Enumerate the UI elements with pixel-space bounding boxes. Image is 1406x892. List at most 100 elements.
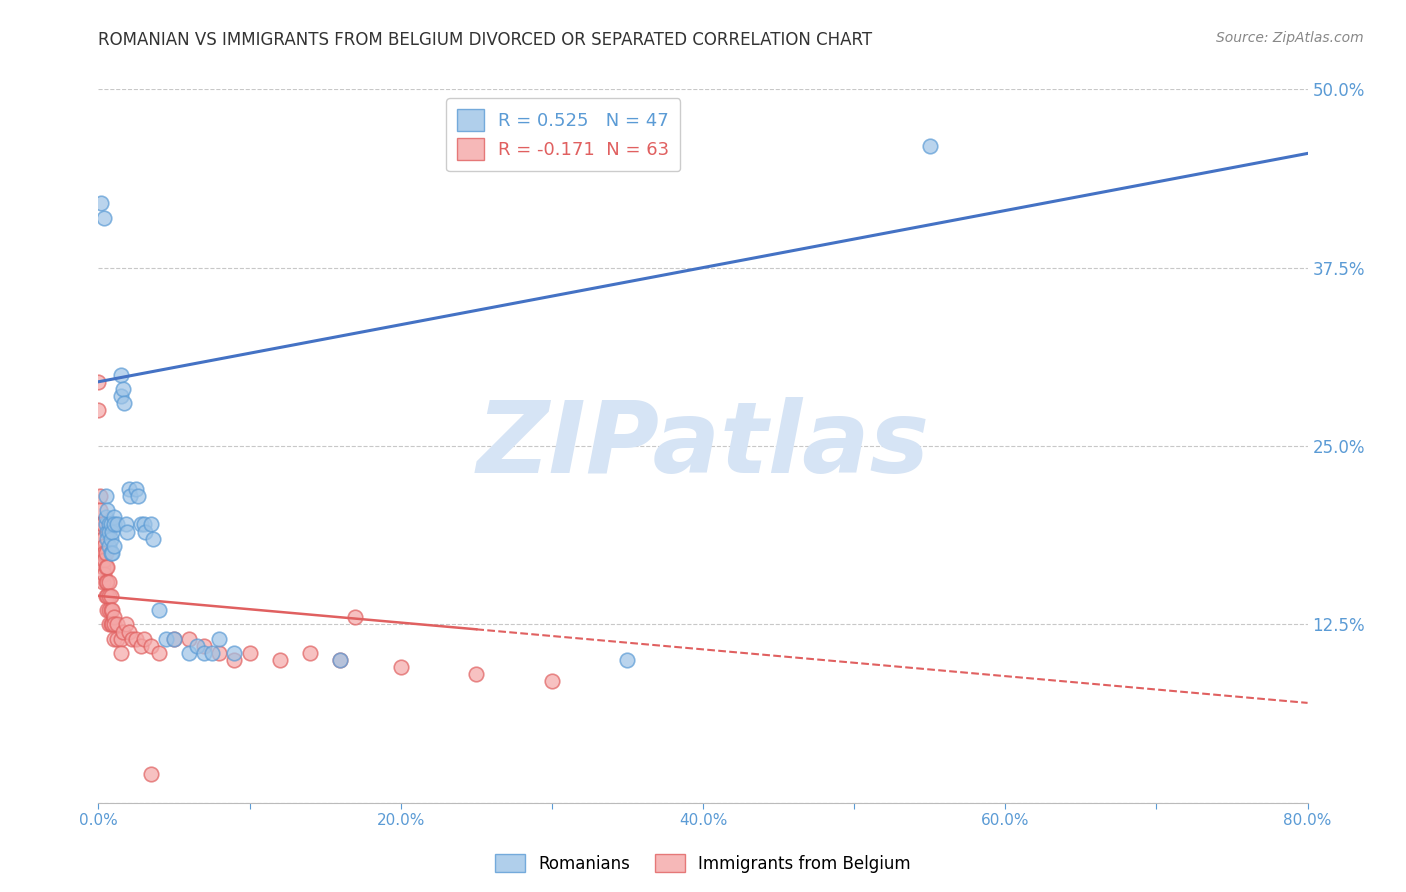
Text: Source: ZipAtlas.com: Source: ZipAtlas.com xyxy=(1216,31,1364,45)
Point xyxy=(96,560,118,574)
Point xyxy=(344,610,367,624)
Point xyxy=(118,482,141,496)
Point xyxy=(89,503,111,517)
Point xyxy=(103,510,125,524)
Point xyxy=(148,603,170,617)
Point xyxy=(239,646,262,660)
Point xyxy=(114,517,136,532)
Point xyxy=(90,196,112,211)
Point xyxy=(91,517,114,532)
Point xyxy=(90,546,112,560)
Point xyxy=(208,632,231,646)
Point xyxy=(89,489,111,503)
Text: ROMANIAN VS IMMIGRANTS FROM BELGIUM DIVORCED OR SEPARATED CORRELATION CHART: ROMANIAN VS IMMIGRANTS FROM BELGIUM DIVO… xyxy=(98,31,873,49)
Point xyxy=(155,632,177,646)
Point xyxy=(90,517,112,532)
Point xyxy=(112,396,135,410)
Point xyxy=(110,646,132,660)
Point xyxy=(163,632,186,646)
Point xyxy=(103,617,125,632)
Point xyxy=(94,589,117,603)
Point xyxy=(98,574,121,589)
Point xyxy=(193,646,215,660)
Point xyxy=(96,574,118,589)
Point xyxy=(98,617,121,632)
Point xyxy=(134,524,156,539)
Point xyxy=(93,553,115,567)
Point xyxy=(129,517,152,532)
Point xyxy=(224,653,246,667)
Point xyxy=(101,603,124,617)
Point xyxy=(100,546,122,560)
Point xyxy=(100,532,122,546)
Point xyxy=(121,632,143,646)
Point xyxy=(94,517,117,532)
Point xyxy=(96,524,118,539)
Point xyxy=(163,632,186,646)
Point xyxy=(918,139,941,153)
Point xyxy=(193,639,215,653)
Point xyxy=(105,617,128,632)
Point xyxy=(93,539,115,553)
Point xyxy=(110,632,132,646)
Point xyxy=(100,603,122,617)
Point xyxy=(96,603,118,617)
Point xyxy=(91,546,114,560)
Point xyxy=(91,574,114,589)
Point xyxy=(129,639,152,653)
Point xyxy=(208,646,231,660)
Point xyxy=(103,632,125,646)
Point xyxy=(93,211,115,225)
Point xyxy=(103,539,125,553)
Point xyxy=(465,667,488,681)
Point xyxy=(125,632,148,646)
Point xyxy=(179,632,201,646)
Point xyxy=(93,567,115,582)
Point xyxy=(91,560,114,574)
Point xyxy=(98,517,121,532)
Point xyxy=(110,368,132,382)
Point xyxy=(141,639,163,653)
Point xyxy=(94,510,117,524)
Point xyxy=(132,632,155,646)
Point xyxy=(101,524,124,539)
Point xyxy=(148,646,170,660)
Point xyxy=(98,589,121,603)
Point xyxy=(118,624,141,639)
Point xyxy=(201,646,224,660)
Point xyxy=(299,646,322,660)
Point xyxy=(90,532,112,546)
Point xyxy=(389,660,412,674)
Point xyxy=(87,375,110,389)
Point xyxy=(94,574,117,589)
Point xyxy=(329,653,352,667)
Point xyxy=(100,589,122,603)
Point xyxy=(101,546,124,560)
Point xyxy=(94,560,117,574)
Point xyxy=(105,517,128,532)
Point xyxy=(93,546,115,560)
Point xyxy=(110,389,132,403)
Point xyxy=(101,617,124,632)
Point xyxy=(98,524,121,539)
Point xyxy=(186,639,208,653)
Point xyxy=(103,517,125,532)
Point xyxy=(94,489,117,503)
Point xyxy=(114,617,136,632)
Point xyxy=(616,653,638,667)
Point xyxy=(98,603,121,617)
Point xyxy=(96,532,118,546)
Point xyxy=(127,489,149,503)
Point xyxy=(87,403,110,417)
Point xyxy=(120,489,142,503)
Point xyxy=(224,646,246,660)
Point xyxy=(540,674,562,689)
Point xyxy=(96,503,118,517)
Point xyxy=(125,482,148,496)
Point xyxy=(329,653,352,667)
Point xyxy=(111,382,134,396)
Point xyxy=(98,539,121,553)
Point xyxy=(100,617,122,632)
Text: ZIPatlas: ZIPatlas xyxy=(477,398,929,494)
Point xyxy=(105,632,128,646)
